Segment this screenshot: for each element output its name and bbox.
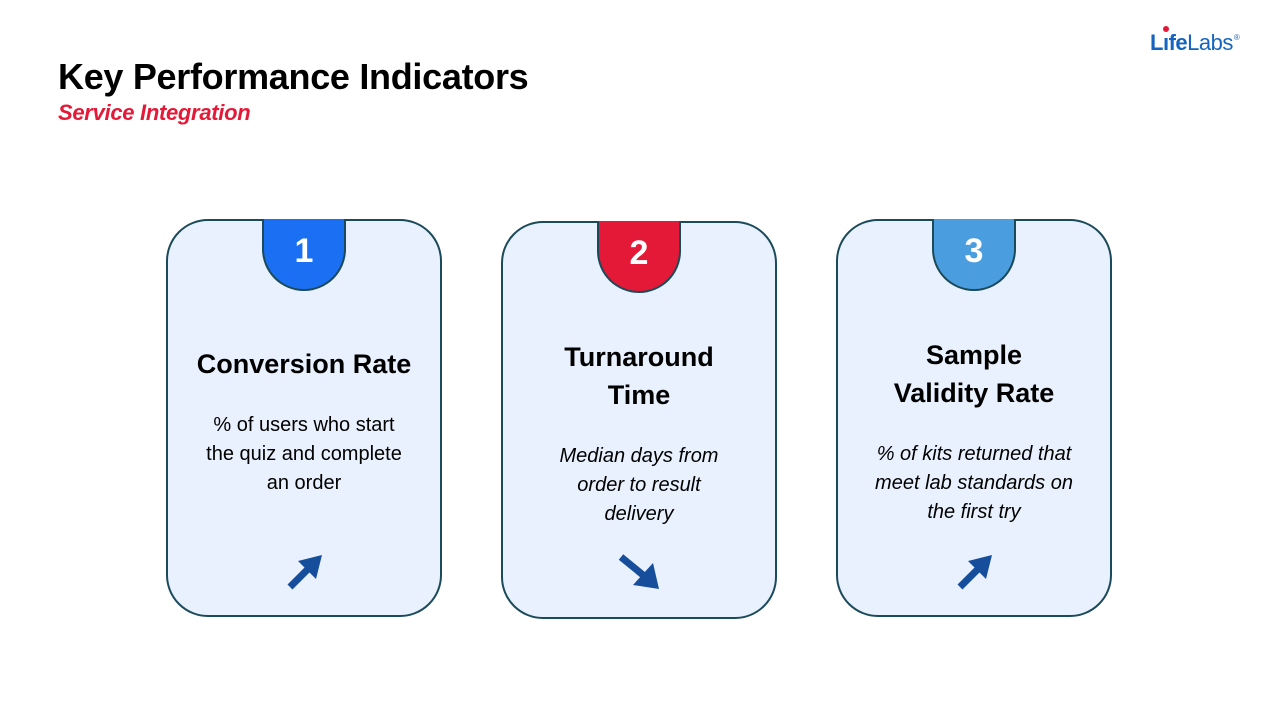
kpi-description: Median days from order to result deliver… [519, 442, 759, 529]
logo-letter-l: L [1150, 30, 1163, 55]
kpi-card-conversion-rate: 1 Conversion Rate % of users who start t… [166, 219, 442, 617]
kpi-number-badge: 1 [262, 219, 346, 291]
page-title: Key Performance Indicators [58, 56, 529, 97]
page-subtitle: Service Integration [58, 100, 251, 125]
logo-text-labs: Labs [1187, 30, 1233, 55]
kpi-title: Sample Validity Rate [848, 336, 1100, 412]
lifelabs-logo: L ı fe Labs ® [1150, 26, 1240, 56]
arrow-down-right-icon [618, 554, 659, 589]
kpi-number-badge: 2 [597, 221, 681, 293]
arrow-up-right-icon [957, 555, 992, 590]
kpi-description-line: Median days from [559, 445, 719, 467]
kpi-description-line: the quiz and complete [206, 443, 402, 465]
kpi-description: % of kits returned that meet lab standar… [854, 440, 1094, 527]
kpi-card-turnaround-time: 2 Turnaround Time Median days from order… [501, 221, 777, 619]
kpi-title-line: Sample [925, 340, 1023, 370]
kpi-description-line: an order [266, 472, 342, 494]
kpi-title: Turnaround Time [513, 338, 765, 414]
kpi-description-line: % of users who start [213, 414, 395, 436]
kpi-description: % of users who start the quiz and comple… [184, 411, 424, 498]
logo-text-fe: fe [1168, 30, 1188, 55]
kpi-card-sample-validity-rate: 3 Sample Validity Rate % of kits returne… [836, 219, 1112, 617]
kpi-title-line: Conversion Rate [196, 349, 412, 379]
kpi-description-line: % of kits returned that [876, 443, 1072, 465]
kpi-number-badge: 3 [932, 219, 1016, 291]
kpi-title-line: Turnaround [564, 342, 714, 372]
kpi-description-line: delivery [604, 503, 674, 525]
kpi-title-line: Time [607, 380, 671, 410]
logo-person-mark-icon: ı [1162, 26, 1169, 56]
kpi-description-line: order to result [577, 474, 701, 496]
kpi-description-line: meet lab standards on [875, 472, 1073, 494]
kpi-title: Conversion Rate [178, 345, 430, 383]
kpi-title-line: Validity Rate [893, 378, 1055, 408]
logo-registered-mark: ® [1233, 33, 1240, 42]
kpi-description-line: the first try [927, 501, 1021, 523]
arrow-up-right-icon [287, 555, 322, 590]
